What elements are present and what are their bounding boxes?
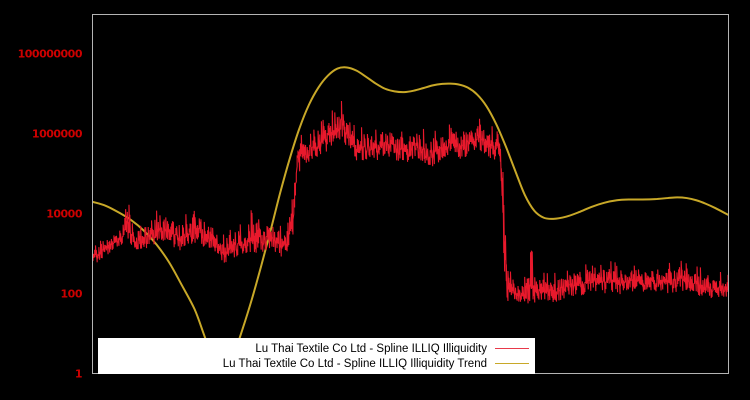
y-axis-tick-label: 10000 [46,207,82,221]
y-axis-tick-label: 100000000 [17,47,83,61]
legend-item-trend[interactable]: Lu Thai Textile Co Ltd - Spline ILLIQ Il… [98,356,535,371]
legend-item-illiquidity[interactable]: Lu Thai Textile Co Ltd - Spline ILLIQ Il… [98,341,535,356]
legend-label-trend: Lu Thai Textile Co Ltd - Spline ILLIQ Il… [222,357,487,370]
plot-area [92,14,729,374]
legend-label-illiquidity: Lu Thai Textile Co Ltd - Spline ILLIQ Il… [255,342,487,355]
y-axis-tick-label: 1 [74,367,83,381]
chart-legend: Lu Thai Textile Co Ltd - Spline ILLIQ Il… [98,338,535,374]
y-axis: 100000000 1000000 10000 100 1 [0,0,92,400]
series-trend-line [93,66,728,372]
legend-swatch-illiquidity [495,348,529,349]
series-illiquidity-line [93,101,728,304]
y-axis-tick-label: 1000000 [31,127,83,141]
plot-canvas [93,66,728,372]
legend-swatch-trend [495,363,529,364]
y-axis-tick-label: 100 [60,287,83,301]
